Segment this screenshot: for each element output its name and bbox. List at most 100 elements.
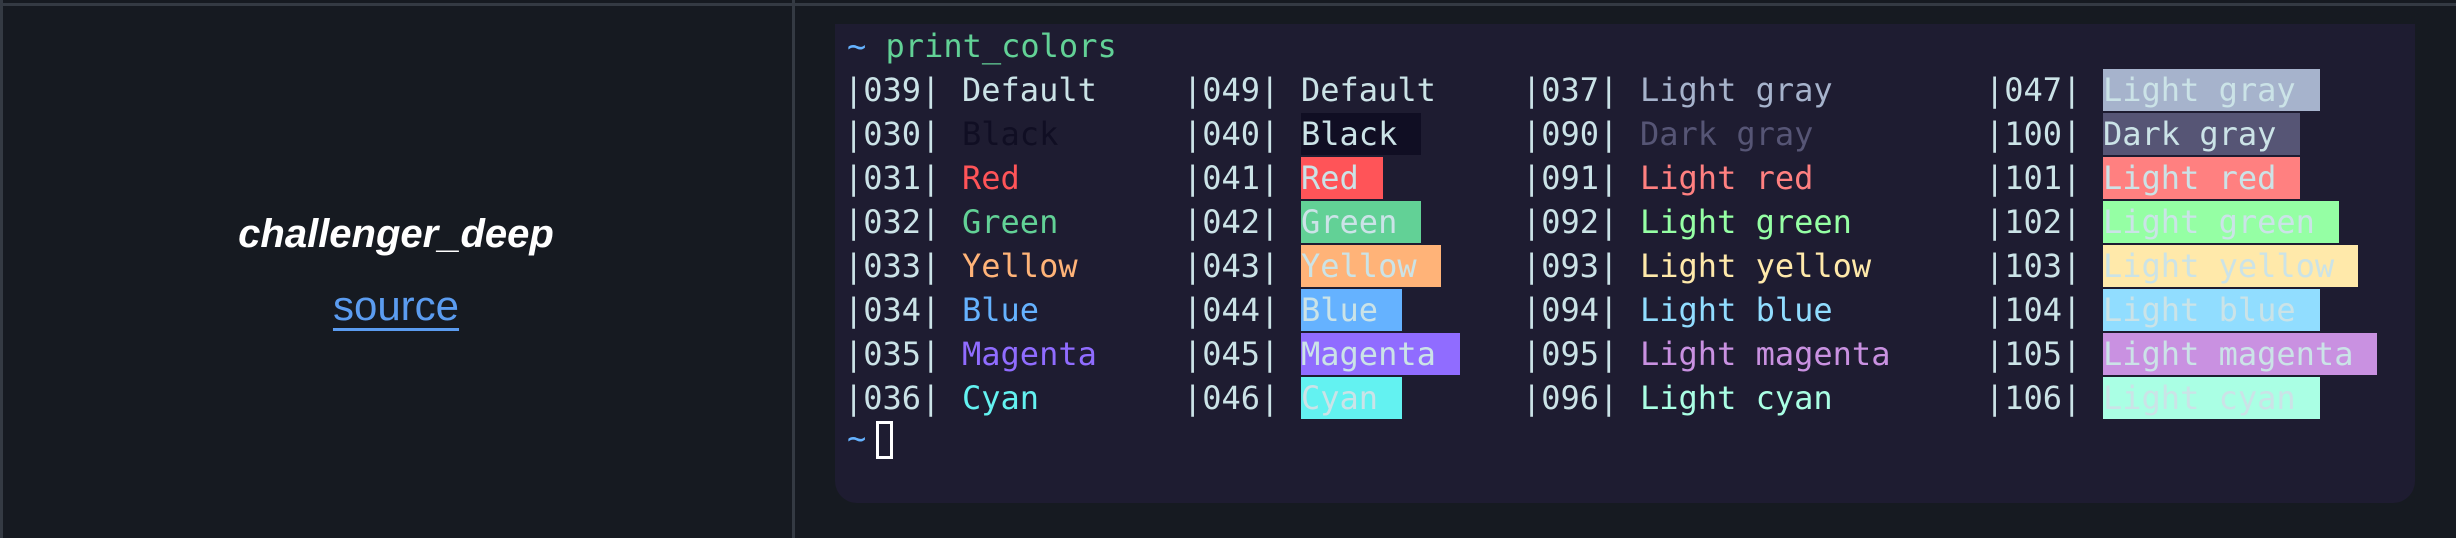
color-column-foreground: |037| Light gray |090| Dark gray |091| Light … [1522, 68, 1914, 420]
color-code: |035| [844, 335, 941, 373]
color-code: |046| [1183, 379, 1280, 417]
color-row: |046| Cyan [1183, 376, 1460, 420]
frame-border-top [0, 3, 2456, 6]
source-link[interactable]: source [332, 282, 460, 329]
color-row: |040| Black [1183, 112, 1460, 156]
frame-border-left [0, 0, 3, 538]
color-code: |090| [1522, 115, 1619, 153]
color-name: Red [1301, 157, 1383, 199]
color-row: |105| Light magenta [1985, 332, 2378, 376]
color-column-background: |049| Default |040| Black |041| Red |042| Green… [1183, 68, 1460, 420]
color-name: Light red [2103, 157, 2301, 199]
terminal-cursor[interactable] [876, 421, 894, 459]
column-divider [792, 0, 795, 538]
color-row: |036| Cyan [844, 376, 1121, 420]
terminal-window: ~ print_colors |039| Default |030| Black |03… [835, 24, 2415, 503]
color-name: Light yellow [1640, 247, 1872, 285]
color-column-foreground: |039| Default |030| Black |031| Red |032| Green… [844, 68, 1121, 420]
color-code: |031| [844, 159, 941, 197]
color-code: |036| [844, 379, 941, 417]
color-row: |049| Default [1183, 68, 1460, 112]
color-code: |103| [1985, 247, 2082, 285]
color-code: |033| [844, 247, 941, 285]
color-name: Yellow [1301, 245, 1441, 287]
color-name: Black [1301, 113, 1422, 155]
color-row: |104| Light blue [1985, 288, 2377, 332]
color-row: |041| Red [1183, 156, 1460, 200]
color-code: |095| [1522, 335, 1619, 373]
color-name: Blue [1301, 289, 1403, 331]
color-row: |093| Light yellow [1522, 244, 1914, 288]
color-row: |095| Light magenta [1522, 332, 1914, 376]
color-name: Light red [1640, 159, 1814, 197]
color-code: |045| [1183, 335, 1280, 373]
color-row: |030| Black [844, 112, 1121, 156]
color-code: |092| [1522, 203, 1619, 241]
color-name: Light green [1640, 203, 1852, 241]
color-code: |042| [1183, 203, 1280, 241]
color-name: Light magenta [2103, 333, 2378, 375]
color-code: |096| [1522, 379, 1619, 417]
color-code: |041| [1183, 159, 1280, 197]
color-code: |091| [1522, 159, 1619, 197]
color-code: |093| [1522, 247, 1619, 285]
color-name: Magenta [1301, 333, 1460, 375]
color-code: |044| [1183, 291, 1280, 329]
color-code: |094| [1522, 291, 1619, 329]
color-row: |047| Light gray [1985, 68, 2377, 112]
color-row: |034| Blue [844, 288, 1121, 332]
color-name: Yellow [962, 247, 1078, 285]
prompt-symbol: ~ [847, 27, 867, 65]
color-row: |037| Light gray [1522, 68, 1914, 112]
color-name: Red [962, 159, 1020, 197]
color-code: |034| [844, 291, 941, 329]
color-name: Light cyan [1640, 379, 1833, 417]
color-code: |032| [844, 203, 941, 241]
color-row: |033| Yellow [844, 244, 1121, 288]
color-name: Green [962, 203, 1059, 241]
color-name: Light magenta [1640, 335, 1891, 373]
color-row: |096| Light cyan [1522, 376, 1914, 420]
prompt-symbol: ~ [847, 419, 867, 457]
color-name: Dark gray [1640, 115, 1814, 153]
color-name: Cyan [1301, 377, 1403, 419]
color-name: Light blue [2103, 289, 2320, 331]
color-row: |100| Dark gray [1985, 112, 2377, 156]
color-code: |102| [1985, 203, 2082, 241]
color-name: Default [962, 71, 1097, 109]
color-code: |101| [1985, 159, 2082, 197]
command-text: print_colors [885, 27, 1117, 65]
prompt-line: ~ [847, 416, 894, 460]
color-name: Blue [962, 291, 1040, 329]
color-row: |090| Dark gray [1522, 112, 1914, 156]
color-row: |039| Default [844, 68, 1121, 112]
color-name: Green [1301, 201, 1422, 243]
color-name: Black [962, 115, 1059, 153]
color-row: |091| Light red [1522, 156, 1914, 200]
color-row: |092| Light green [1522, 200, 1914, 244]
color-name: Light yellow [2103, 245, 2359, 287]
color-name: Light green [2103, 201, 2339, 243]
color-name: Light gray [1640, 71, 1833, 109]
theme-name: challenger_deep [238, 212, 554, 256]
color-name: Dark gray [2103, 113, 2301, 155]
color-code: |105| [1985, 335, 2082, 373]
color-code: |100| [1985, 115, 2082, 153]
color-name: Light cyan [2103, 377, 2320, 419]
color-code: |030| [844, 115, 941, 153]
command-line: ~ print_colors [847, 24, 1117, 68]
color-row: |035| Magenta [844, 332, 1121, 376]
color-code: |047| [1985, 71, 2082, 109]
color-name: Cyan [962, 379, 1040, 417]
color-row: |043| Yellow [1183, 244, 1460, 288]
color-row: |101| Light red [1985, 156, 2377, 200]
color-row: |103| Light yellow [1985, 244, 2377, 288]
color-row: |032| Green [844, 200, 1121, 244]
color-row: |106| Light cyan [1985, 376, 2377, 420]
color-row: |102| Light green [1985, 200, 2377, 244]
color-row: |044| Blue [1183, 288, 1460, 332]
color-row: |045| Magenta [1183, 332, 1460, 376]
color-code: |104| [1985, 291, 2082, 329]
color-code: |039| [844, 71, 941, 109]
color-name: Light blue [1640, 291, 1833, 329]
